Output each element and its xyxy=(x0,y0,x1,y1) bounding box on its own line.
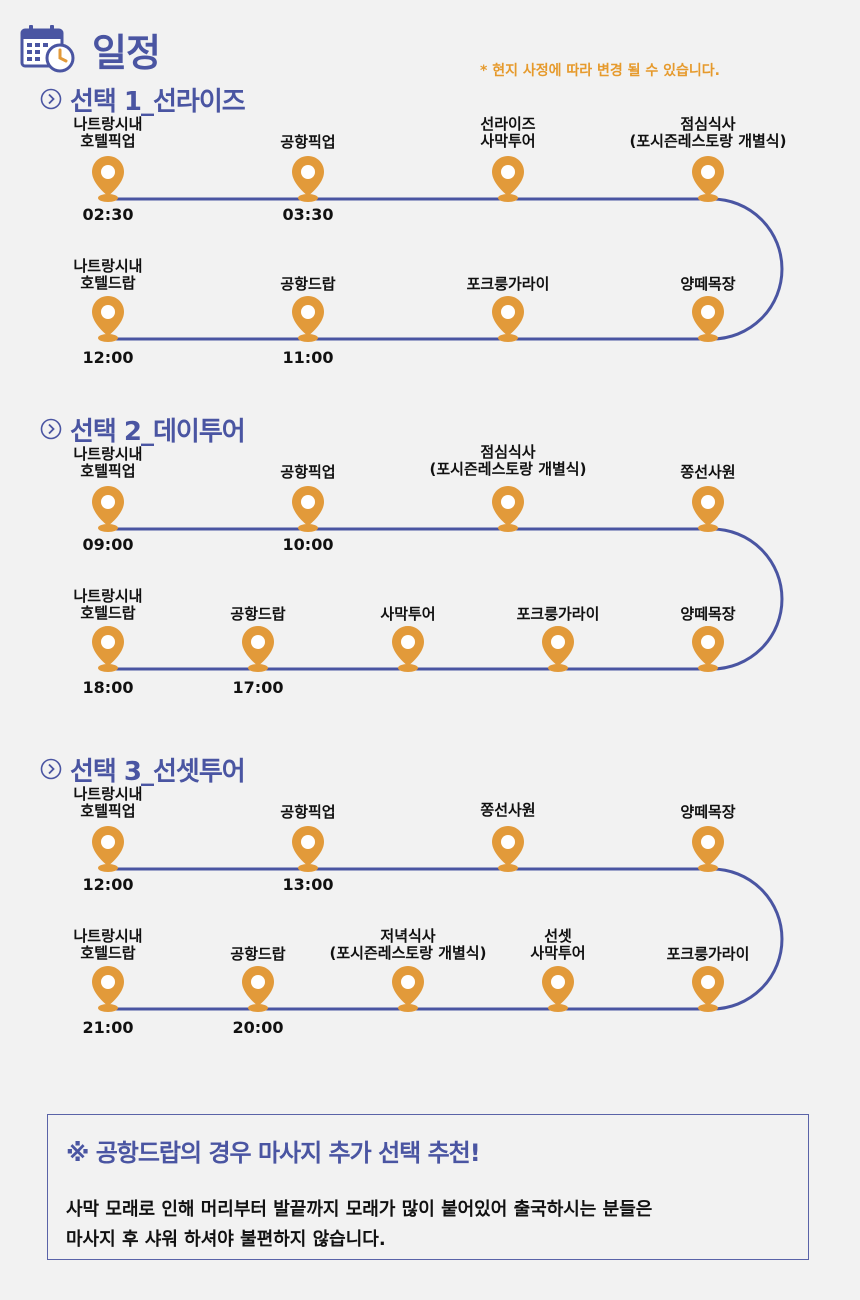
location-pin-icon xyxy=(292,296,324,342)
stop-time: 17:00 xyxy=(232,678,284,697)
location-pin-icon xyxy=(542,626,574,672)
route-line xyxy=(108,197,784,341)
stop-label: 공항픽업 xyxy=(280,133,336,151)
stop-label: 공항픽업 xyxy=(280,463,336,481)
stop-time: 20:00 xyxy=(232,1018,284,1037)
location-pin-icon xyxy=(242,626,274,672)
stop-time: 21:00 xyxy=(82,1018,134,1037)
stop-label: 쫑선사원 xyxy=(680,463,736,481)
location-pin-icon xyxy=(492,156,524,202)
stop-label: 양떼목장 xyxy=(680,605,736,623)
page-title: 일정 xyxy=(92,31,161,75)
stop-time: 12:00 xyxy=(82,348,134,367)
change-notice: * 현지 사정에 따라 변경 될 수 있습니다. xyxy=(480,63,720,79)
location-pin-icon xyxy=(92,826,124,872)
calendar-clock-icon xyxy=(20,25,75,73)
location-pin-icon xyxy=(692,486,724,532)
location-pin-icon xyxy=(92,486,124,532)
section-option-3: 선택 3_선셋투어 나트랑시내 호텔픽업 12:00 공항픽업 13:00 쫑선… xyxy=(0,754,860,1054)
location-pin-icon xyxy=(292,156,324,202)
location-pin-icon xyxy=(392,626,424,672)
location-pin-icon xyxy=(692,966,724,1012)
location-pin-icon xyxy=(492,486,524,532)
stop-label: 나트랑시내 호텔드랍 xyxy=(73,587,143,622)
stop-label: 점심식사 (포시즌레스토랑 개별식) xyxy=(429,443,587,478)
section-title: 선택 1_선라이즈 xyxy=(40,84,246,117)
route-line xyxy=(108,527,784,671)
stop-time: 11:00 xyxy=(282,348,334,367)
section-title-text: 선택 2_데이투어 xyxy=(70,416,246,447)
stop-label: 점심식사 (포시즌레스토랑 개별식) xyxy=(629,115,787,150)
stop-label: 나트랑시내 호텔픽업 xyxy=(73,115,143,150)
location-pin-icon xyxy=(92,626,124,672)
location-pin-icon xyxy=(542,966,574,1012)
location-pin-icon xyxy=(392,966,424,1012)
stop-label: 공항드랍 xyxy=(280,275,336,293)
section-title-text: 선택 1_선라이즈 xyxy=(70,86,246,117)
note-line: 사막 모래로 인해 머리부터 발끝까지 모래가 많이 붙어있어 출국하시는 분들… xyxy=(66,1199,653,1220)
location-pin-icon xyxy=(292,826,324,872)
stop-time: 18:00 xyxy=(82,678,134,697)
stop-time: 10:00 xyxy=(282,535,334,554)
stop-label: 선셋 사막투어 xyxy=(530,927,586,962)
location-pin-icon xyxy=(492,826,524,872)
location-pin-icon xyxy=(92,966,124,1012)
stop-label: 선라이즈 사막투어 xyxy=(480,115,536,150)
stop-label: 나트랑시내 호텔픽업 xyxy=(73,445,143,480)
stop-label: 공항픽업 xyxy=(280,803,336,821)
stop-label: 나트랑시내 호텔드랍 xyxy=(73,927,143,962)
section-title: 선택 2_데이투어 xyxy=(40,414,246,447)
chevron-right-circle-icon xyxy=(40,418,62,440)
chevron-right-circle-icon xyxy=(40,758,62,780)
stop-label: 사막투어 xyxy=(380,605,436,623)
stop-label: 공항드랍 xyxy=(230,605,286,623)
stop-label: 저녁식사 (포시즌레스토랑 개별식) xyxy=(329,927,487,962)
stop-label: 나트랑시내 호텔드랍 xyxy=(73,257,143,292)
location-pin-icon xyxy=(692,626,724,672)
massage-recommendation-box: ※ 공항드랍의 경우 마사지 추가 선택 추천! 사막 모래로 인해 머리부터 … xyxy=(47,1114,809,1260)
stop-label: 나트랑시내 호텔픽업 xyxy=(73,785,143,820)
section-title: 선택 3_선셋투어 xyxy=(40,754,246,787)
location-pin-icon xyxy=(492,296,524,342)
section-title-text: 선택 3_선셋투어 xyxy=(70,756,246,787)
route-line xyxy=(108,867,784,1011)
stop-label: 포크룽가라이 xyxy=(516,605,600,623)
location-pin-icon xyxy=(92,296,124,342)
location-pin-icon xyxy=(692,296,724,342)
stop-label: 쫑선사원 xyxy=(480,801,536,819)
location-pin-icon xyxy=(92,156,124,202)
stop-label: 양떼목장 xyxy=(680,275,736,293)
location-pin-icon xyxy=(692,826,724,872)
stop-time: 13:00 xyxy=(282,875,334,894)
stop-label: 포크룽가라이 xyxy=(466,275,550,293)
stop-time: 09:00 xyxy=(82,535,134,554)
chevron-right-circle-icon xyxy=(40,88,62,110)
stop-label: 공항드랍 xyxy=(230,945,286,963)
stop-label: 양떼목장 xyxy=(680,803,736,821)
section-option-1: 선택 1_선라이즈 나트랑시내 호텔픽업 02:30 공항픽업 03:30 선라… xyxy=(0,84,860,384)
location-pin-icon xyxy=(292,486,324,532)
stop-time: 03:30 xyxy=(282,205,334,224)
location-pin-icon xyxy=(242,966,274,1012)
note-body: 사막 모래로 인해 머리부터 발끝까지 모래가 많이 붙어있어 출국하시는 분들… xyxy=(66,1195,652,1255)
location-pin-icon xyxy=(692,156,724,202)
stop-time: 12:00 xyxy=(82,875,134,894)
note-line: 마사지 후 샤워 하셔야 불편하지 않습니다. xyxy=(66,1229,386,1250)
section-option-2: 선택 2_데이투어 나트랑시내 호텔픽업 09:00 공항픽업 10:00 점심… xyxy=(0,414,860,714)
stop-time: 02:30 xyxy=(82,205,134,224)
stop-label: 포크룽가라이 xyxy=(666,945,750,963)
note-title: ※ 공항드랍의 경우 마사지 추가 선택 추천! xyxy=(66,1139,481,1167)
schedule-header: 일정 * 현지 사정에 따라 변경 될 수 있습니다. xyxy=(0,0,860,90)
